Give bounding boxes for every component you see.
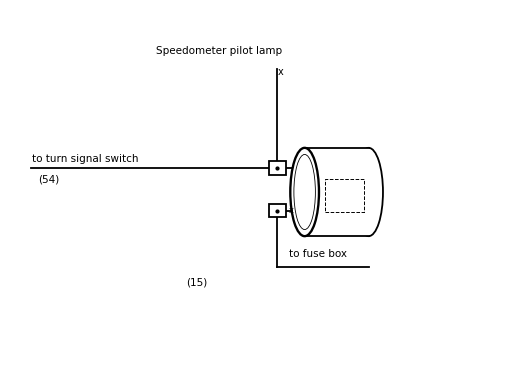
Ellipse shape bbox=[354, 148, 383, 236]
Bar bbox=[269, 161, 286, 175]
Text: Speedometer pilot lamp: Speedometer pilot lamp bbox=[156, 46, 282, 56]
Text: x: x bbox=[288, 206, 293, 215]
Text: to turn signal switch: to turn signal switch bbox=[32, 154, 138, 164]
Text: (15): (15) bbox=[186, 277, 208, 287]
Bar bbox=[269, 204, 286, 217]
Bar bbox=[305, 148, 369, 236]
Ellipse shape bbox=[290, 148, 319, 236]
Text: (54): (54) bbox=[38, 175, 60, 185]
Text: x: x bbox=[278, 67, 284, 77]
Text: to fuse box: to fuse box bbox=[289, 249, 347, 259]
